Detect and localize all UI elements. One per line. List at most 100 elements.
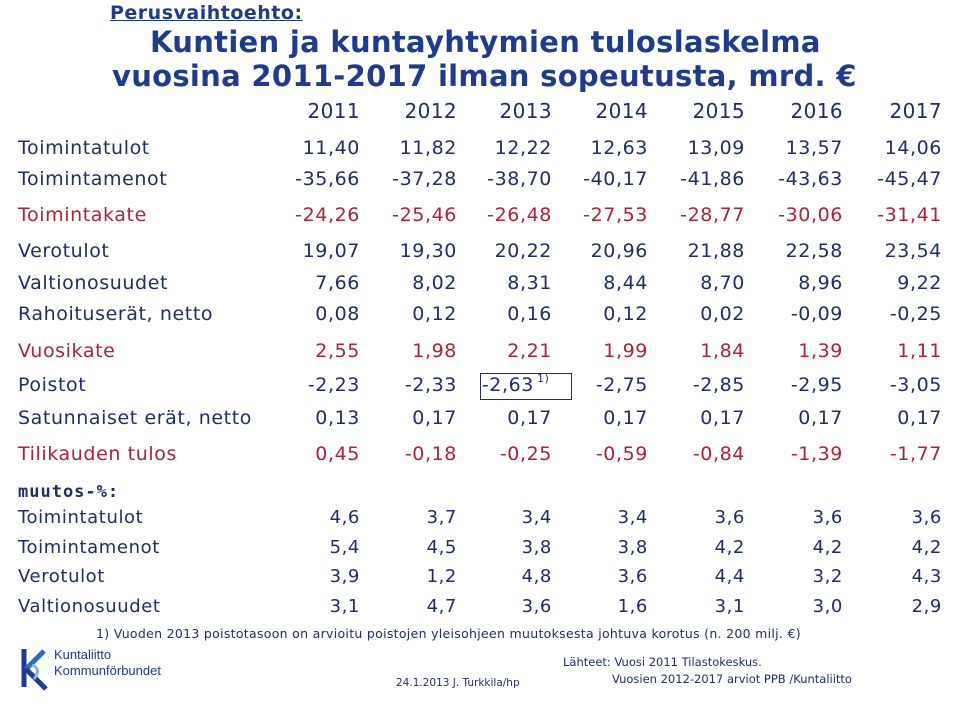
- row-label: Tilikauden tulos: [18, 443, 177, 465]
- table-cell: 2,55: [315, 340, 360, 362]
- table-cell: -24,26: [295, 204, 360, 226]
- table-cell: -31,41: [877, 204, 942, 226]
- year-header: 2014: [595, 99, 648, 123]
- table-cell: 11,82: [399, 137, 457, 159]
- table-cell: 8,44: [603, 272, 648, 294]
- change-row-label: Verotulot: [18, 566, 105, 587]
- table-cell: 1,39: [798, 340, 843, 362]
- table-cell: -0,18: [404, 443, 457, 465]
- table-cell: 0,17: [507, 407, 552, 429]
- table-cell: -40,17: [583, 168, 648, 190]
- change-heading: muutos-%:: [18, 482, 120, 502]
- change-cell: 3,1: [329, 596, 360, 617]
- change-row-label: Toimintamenot: [18, 537, 160, 558]
- table-cell: 8,96: [798, 272, 843, 294]
- change-cell: 3,6: [521, 596, 552, 617]
- footnote-marker: 1): [537, 372, 550, 385]
- change-cell: 1,2: [426, 566, 457, 587]
- year-header: 2016: [790, 99, 843, 123]
- table-cell: 12,63: [590, 137, 648, 159]
- table-cell: -0,84: [692, 443, 745, 465]
- table-cell: -38,70: [487, 168, 552, 190]
- table-cell: -26,48: [487, 204, 552, 226]
- change-cell: 4,2: [812, 537, 843, 558]
- table-cell: 9,22: [897, 272, 942, 294]
- table-cell: -0,25: [499, 443, 552, 465]
- change-cell: 2,9: [911, 596, 942, 617]
- table-cell: 19,07: [302, 240, 360, 262]
- change-cell: 3,6: [617, 566, 648, 587]
- change-row-label: Toimintatulot: [18, 507, 144, 528]
- table-cell: 1,99: [603, 340, 648, 362]
- row-label: Toimintamenot: [18, 168, 168, 190]
- change-cell: 4,2: [714, 537, 745, 558]
- table-cell: -2,75: [595, 374, 648, 396]
- table-cell: -2,33: [404, 374, 457, 396]
- table-cell: 0,12: [412, 303, 457, 325]
- table-cell: -25,46: [392, 204, 457, 226]
- source-line-2: Vuosien 2012-2017 arviot PPB /Kuntaliitt…: [612, 672, 852, 686]
- table-cell: 0,17: [412, 407, 457, 429]
- highlight-box: [480, 373, 572, 400]
- table-cell: 23,54: [884, 240, 942, 262]
- table-cell: -41,86: [680, 168, 745, 190]
- table-cell: 20,22: [494, 240, 552, 262]
- row-label: Satunnaiset erät, netto: [18, 407, 253, 429]
- year-header: 2011: [307, 99, 360, 123]
- row-label: Toimintatulot: [18, 137, 150, 159]
- logo-mark-icon: [21, 649, 48, 691]
- table-cell: -2,85: [692, 374, 745, 396]
- table-cell: 13,57: [785, 137, 843, 159]
- table-cell: -3,05: [889, 374, 942, 396]
- table-cell: 0,02: [700, 303, 745, 325]
- source-line-1: Lähteet: Vuosi 2011 Tilastokeskus.: [563, 655, 762, 669]
- table-cell: -28,77: [680, 204, 745, 226]
- year-header: 2015: [692, 99, 745, 123]
- table-cell: -43,63: [778, 168, 843, 190]
- table-cell: -0,25: [889, 303, 942, 325]
- change-row-label: Valtionosuudet: [18, 596, 161, 617]
- change-cell: 1,6: [617, 596, 648, 617]
- change-cell: 4,6: [329, 507, 360, 528]
- table-cell: -27,53: [583, 204, 648, 226]
- table-cell: -0,09: [790, 303, 843, 325]
- row-label: Valtionosuudet: [18, 272, 169, 294]
- table-cell: 0,08: [315, 303, 360, 325]
- year-header: 2012: [404, 99, 457, 123]
- table-cell: 0,17: [798, 407, 843, 429]
- table-cell: 22,58: [785, 240, 843, 262]
- change-cell: 3,0: [812, 596, 843, 617]
- change-cell: 3,7: [426, 507, 457, 528]
- change-cell: 4,7: [426, 596, 457, 617]
- change-cell: 3,6: [714, 507, 745, 528]
- change-cell: 3,9: [329, 566, 360, 587]
- kuntaliitto-logo: Kuntaliitto Kommunförbundet: [20, 645, 220, 691]
- logo-name-fi: Kuntaliitto: [54, 647, 112, 662]
- change-cell: 4,8: [521, 566, 552, 587]
- change-cell: 4,4: [714, 566, 745, 587]
- change-cell: 3,8: [521, 537, 552, 558]
- table-cell: 0,17: [700, 407, 745, 429]
- logo-name-sv: Kommunförbundet: [54, 663, 161, 678]
- row-label: Poistot: [18, 374, 87, 396]
- table-cell: 8,70: [700, 272, 745, 294]
- table-cell: -35,66: [295, 168, 360, 190]
- year-header: 2013: [499, 99, 552, 123]
- table-cell: 0,13: [315, 407, 360, 429]
- table-cell: 13,09: [687, 137, 745, 159]
- table-cell: 1,11: [897, 340, 942, 362]
- change-cell: 3,6: [911, 507, 942, 528]
- table-cell: -1,77: [889, 443, 942, 465]
- table-cell: 2,21: [507, 340, 552, 362]
- table-cell: 21,88: [687, 240, 745, 262]
- table-cell: 0,45: [315, 443, 360, 465]
- table-cell: 11,40: [302, 137, 360, 159]
- title-line-2: vuosina 2011-2017 ilman sopeutusta, mrd.…: [112, 59, 857, 93]
- change-cell: 3,1: [714, 596, 745, 617]
- table-cell: -1,39: [790, 443, 843, 465]
- table-cell: 8,02: [412, 272, 457, 294]
- table-cell: 12,22: [494, 137, 552, 159]
- change-cell: 3,4: [617, 507, 648, 528]
- table-cell: -2,23: [307, 374, 360, 396]
- date-author: 24.1.2013 J. Turkkila/hp: [396, 677, 520, 689]
